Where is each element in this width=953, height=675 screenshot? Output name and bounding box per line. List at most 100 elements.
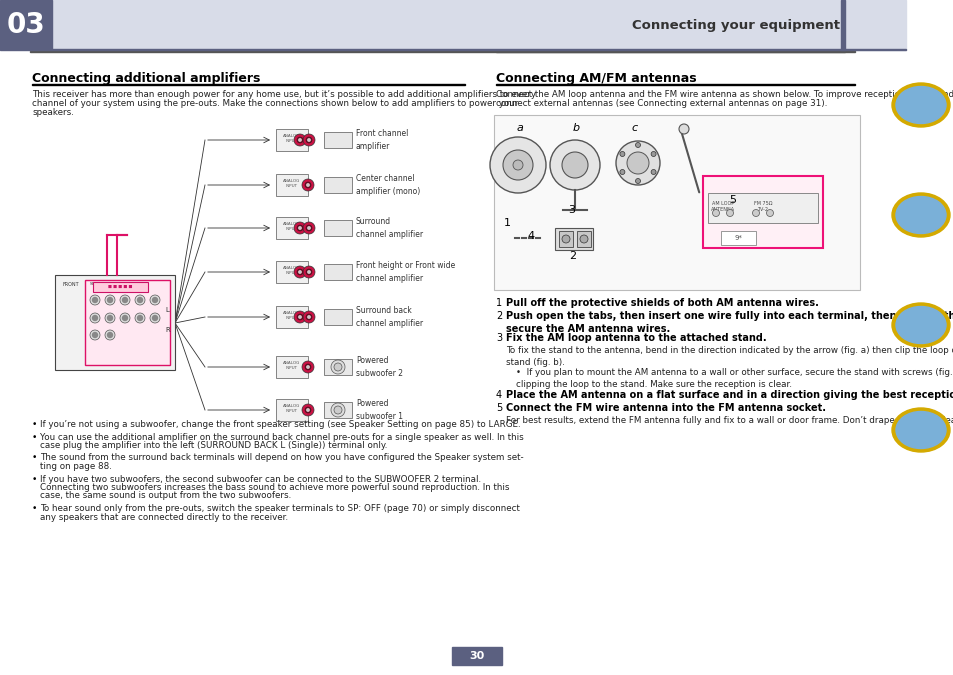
Text: ANALOG: ANALOG [283, 404, 300, 408]
Circle shape [120, 313, 130, 323]
Text: case, the same sound is output from the two subwoofers.: case, the same sound is output from the … [40, 491, 291, 500]
Text: ANALOG: ANALOG [283, 222, 300, 226]
Circle shape [122, 298, 128, 302]
Bar [55, 275, 174, 370]
Circle shape [307, 184, 309, 186]
Circle shape [302, 179, 314, 191]
Text: b: b [572, 123, 579, 133]
Circle shape [298, 139, 301, 141]
Bar [324, 264, 352, 280]
Bar [324, 132, 352, 148]
Text: This receiver has more than enough power for any home use, but it’s possible to : This receiver has more than enough power… [32, 90, 536, 99]
Circle shape [334, 363, 341, 371]
Text: INPUT: INPUT [286, 139, 297, 143]
Circle shape [294, 311, 306, 323]
Circle shape [726, 209, 733, 217]
Bar [324, 309, 352, 325]
Circle shape [561, 235, 569, 243]
Bar [52, 0, 905, 50]
Bar [275, 399, 308, 421]
Circle shape [650, 169, 656, 175]
Bar [85, 280, 170, 365]
Circle shape [150, 295, 160, 305]
Circle shape [626, 152, 648, 174]
Circle shape [305, 407, 311, 413]
Text: To fix the stand to the antenna, bend in the direction indicated by the arrow (f: To fix the stand to the antenna, bend in… [505, 346, 953, 367]
Circle shape [765, 209, 773, 217]
Bar [324, 359, 352, 375]
Text: ANTENNA: ANTENNA [710, 207, 735, 212]
Circle shape [296, 314, 303, 320]
Circle shape [120, 295, 130, 305]
Circle shape [635, 142, 639, 148]
Text: Pull off the protective shields of both AM antenna wires.: Pull off the protective shields of both … [505, 298, 818, 308]
Text: ANALOG: ANALOG [283, 266, 300, 270]
Text: Fix the AM loop antenna to the attached stand.: Fix the AM loop antenna to the attached … [505, 333, 766, 343]
Ellipse shape [895, 412, 945, 448]
Text: ANALOG: ANALOG [283, 311, 300, 315]
Text: •  If you plan to mount the AM antenna to a wall or other surface, secure the st: • If you plan to mount the AM antenna to… [516, 368, 953, 389]
Bar [707, 193, 817, 223]
Bar [275, 356, 308, 378]
Ellipse shape [895, 306, 945, 344]
Text: Front channel
amplifier: Front channel amplifier [355, 129, 408, 151]
Circle shape [105, 295, 115, 305]
Text: INPUT: INPUT [286, 227, 297, 231]
Circle shape [490, 137, 545, 193]
Text: ANALOG: ANALOG [283, 179, 300, 183]
Text: If you’re not using a subwoofer, change the front speaker setting (see Speaker S: If you’re not using a subwoofer, change … [40, 420, 520, 429]
Circle shape [92, 333, 97, 338]
Text: FM 75Ω: FM 75Ω [753, 201, 771, 206]
Text: You can use the additional amplifier on the surround back channel pre-outs for a: You can use the additional amplifier on … [40, 433, 523, 441]
Text: •: • [32, 433, 37, 441]
Bar [452, 647, 501, 665]
Circle shape [105, 330, 115, 340]
Text: any speakers that are connected directly to the receiver.: any speakers that are connected directly… [40, 512, 288, 522]
Text: •: • [32, 454, 37, 462]
Circle shape [296, 225, 303, 231]
Text: Center channel
amplifier (mono): Center channel amplifier (mono) [355, 174, 420, 196]
Circle shape [619, 151, 624, 157]
Circle shape [306, 269, 312, 275]
Circle shape [108, 298, 112, 302]
Text: 1: 1 [503, 218, 510, 228]
Bar [496, 51, 854, 52]
Circle shape [122, 315, 128, 321]
Bar [275, 129, 308, 151]
Text: 4: 4 [526, 231, 534, 241]
Circle shape [90, 330, 100, 340]
Text: Connecting AM/FM antennas: Connecting AM/FM antennas [496, 72, 696, 85]
Circle shape [635, 178, 639, 184]
Bar [324, 402, 352, 418]
Circle shape [579, 235, 587, 243]
Bar [92, 282, 148, 292]
Bar [494, 115, 859, 290]
Bar [558, 231, 573, 247]
Circle shape [303, 311, 314, 323]
Text: FRONT: FRONT [63, 282, 79, 287]
Circle shape [108, 333, 112, 338]
Bar [577, 231, 590, 247]
Circle shape [307, 366, 309, 368]
Circle shape [294, 222, 306, 234]
Circle shape [92, 298, 97, 302]
Circle shape [298, 227, 301, 230]
Text: Connect the AM loop antenna and the FM wire antenna as shown below. To improve r: Connect the AM loop antenna and the FM w… [496, 90, 953, 99]
Circle shape [306, 225, 312, 231]
Circle shape [303, 134, 314, 146]
Circle shape [305, 182, 311, 188]
Bar [0, 0, 52, 50]
Text: 1: 1 [496, 298, 501, 308]
Text: Surround back
channel amplifier: Surround back channel amplifier [355, 306, 423, 328]
Text: 30: 30 [469, 651, 484, 661]
Circle shape [137, 315, 142, 321]
Circle shape [303, 222, 314, 234]
Text: INPUT: INPUT [286, 316, 297, 320]
Text: PRE OUT: PRE OUT [102, 283, 129, 288]
Text: R: R [165, 327, 170, 333]
Circle shape [90, 313, 100, 323]
Text: •: • [32, 475, 37, 483]
Text: Front height or Front wide
channel amplifier: Front height or Front wide channel ampli… [355, 261, 455, 283]
Circle shape [513, 160, 522, 170]
Text: INPUT: INPUT [286, 366, 297, 370]
